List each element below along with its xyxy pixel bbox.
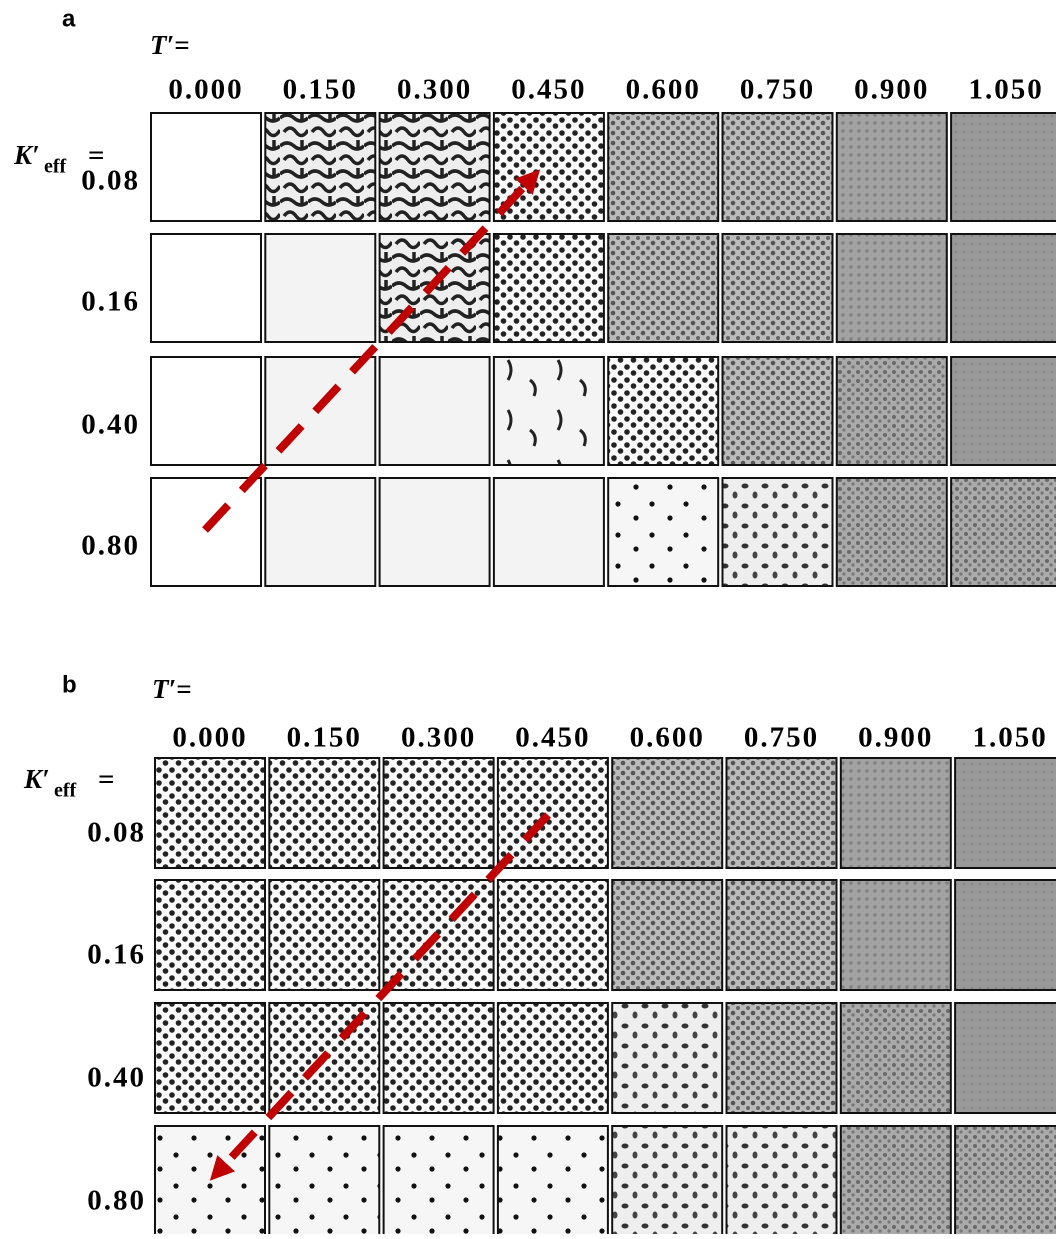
texture-tile — [839, 879, 952, 991]
texture-tile — [725, 879, 838, 991]
texture-tile — [268, 879, 381, 991]
texture-tile — [835, 477, 948, 587]
row-title-suffix: = — [98, 764, 117, 796]
column-label: 0.000 — [172, 722, 247, 754]
texture-tile — [950, 112, 1056, 222]
texture-tile — [264, 112, 377, 222]
texture-tile — [839, 1002, 952, 1114]
row-label: 0.08 — [81, 165, 140, 197]
labels: a T′= 0.000 0.150 0.300 0.450 0.600 0.750 0.900 1… — [13, 5, 1047, 1217]
panel-label: b — [62, 671, 77, 698]
texture-tile — [835, 356, 948, 466]
texture-tile — [150, 477, 262, 587]
texture-tile — [954, 757, 1056, 869]
column-label: 1.050 — [968, 74, 1043, 106]
texture-tile — [721, 477, 834, 587]
column-label: 0.150 — [283, 74, 358, 106]
texture-tile — [721, 112, 834, 222]
texture-tile — [950, 477, 1056, 587]
texture-tile — [378, 112, 491, 222]
tile-grid — [150, 112, 1056, 1237]
texture-tile — [264, 477, 377, 587]
texture-tile — [268, 1125, 381, 1237]
texture-tile — [611, 879, 724, 991]
texture-tile — [607, 356, 720, 466]
texture-tile — [150, 112, 262, 222]
column-label: 0.300 — [397, 74, 472, 106]
row-label: 0.40 — [81, 409, 140, 441]
trend-arrow — [202, 169, 541, 533]
column-label: 0.750 — [740, 74, 815, 106]
texture-tile — [607, 112, 720, 222]
texture-tile — [954, 1002, 1056, 1114]
column-label: 0.900 — [858, 722, 933, 754]
texture-tile — [725, 1002, 838, 1114]
texture-tile — [611, 1125, 724, 1237]
row-title-symbol: K′ — [13, 140, 40, 170]
texture-tile — [611, 757, 724, 869]
texture-tile — [264, 233, 377, 343]
texture-tile — [154, 879, 266, 991]
texture-tile — [950, 233, 1056, 343]
texture-tile — [382, 1002, 495, 1114]
texture-tile — [721, 356, 834, 466]
column-label: 0.300 — [401, 722, 476, 754]
row-label: 0.80 — [87, 1185, 146, 1217]
row-title-subscript: eff — [44, 156, 67, 178]
row-title-subscript: eff — [54, 780, 77, 802]
texture-tile — [950, 356, 1056, 466]
column-title: T′= — [150, 30, 189, 60]
texture-tile — [835, 233, 948, 343]
column-label: 1.050 — [972, 722, 1047, 754]
row-title-symbol: K′ — [23, 764, 50, 794]
texture-tile — [721, 233, 834, 343]
column-label: 0.750 — [744, 722, 819, 754]
texture-tile — [954, 879, 1056, 991]
panel-label: a — [62, 5, 76, 32]
texture-tile — [492, 477, 605, 587]
texture-tile — [378, 356, 491, 466]
texture-tile — [150, 356, 262, 466]
row-label: 0.16 — [81, 286, 140, 318]
trend-arrow — [209, 812, 551, 1181]
column-label: 0.450 — [511, 74, 586, 106]
texture-tile — [496, 757, 609, 869]
texture-tile — [382, 1125, 495, 1237]
texture-tile — [611, 1002, 724, 1114]
column-label: 0.900 — [854, 74, 929, 106]
row-label: 0.16 — [87, 939, 146, 971]
column-label: 0.600 — [630, 722, 705, 754]
texture-tile — [496, 879, 609, 991]
texture-tile — [150, 233, 262, 343]
texture-tile — [607, 477, 720, 587]
texture-tile — [378, 477, 491, 587]
texture-tile — [496, 1002, 609, 1114]
texture-tile — [268, 757, 381, 869]
texture-tile — [496, 1125, 609, 1237]
texture-tile — [839, 1125, 952, 1237]
texture-tile — [725, 757, 838, 869]
texture-tile — [492, 356, 605, 466]
column-label: 0.450 — [515, 722, 590, 754]
column-label: 0.000 — [168, 74, 243, 106]
texture-tile — [382, 757, 495, 869]
row-label: 0.40 — [87, 1062, 146, 1094]
texture-tile — [725, 1125, 838, 1237]
texture-tile — [835, 112, 948, 222]
column-label: 0.150 — [287, 722, 362, 754]
texture-tile — [839, 757, 952, 869]
column-label: 0.600 — [626, 74, 701, 106]
texture-tile — [154, 1002, 266, 1114]
texture-tile — [492, 233, 605, 343]
column-title: T′= — [152, 674, 191, 704]
row-title-suffix: = — [88, 140, 107, 172]
row-label: 0.08 — [87, 817, 146, 849]
texture-tile — [607, 233, 720, 343]
texture-tile — [954, 1125, 1056, 1237]
texture-tile — [154, 757, 266, 869]
row-label: 0.80 — [81, 530, 140, 562]
